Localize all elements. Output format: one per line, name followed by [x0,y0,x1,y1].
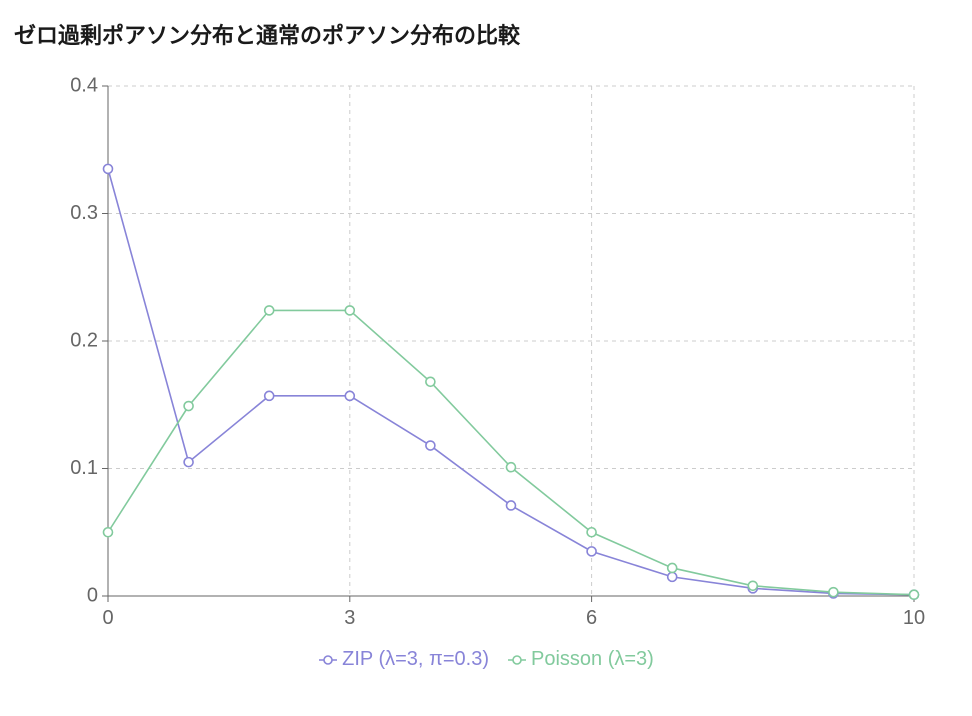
data-point-s1-10[interactable] [908,589,920,601]
legend-line-icon [507,654,526,665]
legend-line-icon [319,654,338,665]
y-tick-label: 0.3 [70,202,98,224]
grid [108,85,915,596]
series-line-0 [107,168,915,596]
data-point-s0-7[interactable] [666,571,678,583]
y-tick-label: 0.2 [70,329,98,351]
y-tick-label: 0.1 [70,457,98,479]
data-point-s1-9[interactable] [828,586,839,598]
data-point-s1-8[interactable] [747,580,759,592]
x-tick-label: 10 [903,607,925,629]
x-tick-label: 0 [102,607,113,629]
legend: ZIP (λ=3, π=0.3) Poisson (λ=3) [0,648,972,671]
data-point-s0-3[interactable] [344,390,356,402]
data-point-s1-2[interactable] [263,305,275,316]
data-point-s0-0[interactable] [102,163,114,175]
legend-label: ZIP (λ=3, π=0.3) [342,648,489,670]
data-point-s1-6[interactable] [586,526,597,538]
legend-item-0[interactable]: ZIP (λ=3, π=0.3) [318,648,489,671]
data-point-s0-2[interactable] [263,390,275,402]
tick-labels: 0 0.1 0.2 0.3 0.4 0 3 6 10 [70,74,925,629]
legend-label: Poisson (λ=3) [530,648,654,670]
data-point-s1-7[interactable] [666,562,678,574]
series-lines [107,168,915,596]
data-point-s1-1[interactable] [183,400,194,412]
series-line-1 [107,309,915,596]
data-point-s0-5[interactable] [505,500,517,511]
series-points [102,163,920,601]
data-point-s0-4[interactable] [425,440,436,451]
y-tick-label: 0.4 [70,74,98,96]
y-tick-label: 0 [87,584,98,606]
data-point-s1-4[interactable] [425,376,436,388]
chart-title: ゼロ過剰ポアソン分布と通常のポアソン分布の比較 [14,24,521,49]
data-point-s1-5[interactable] [505,461,517,473]
legend-item-1[interactable]: Poisson (λ=3) [507,648,654,671]
x-tick-label: 6 [586,607,597,629]
data-point-s1-0[interactable] [102,526,114,538]
axes [102,85,915,602]
data-point-s1-3[interactable] [344,305,356,316]
data-point-s0-1[interactable] [183,456,194,468]
data-point-s0-6[interactable] [586,546,597,557]
x-tick-label: 3 [344,607,355,629]
